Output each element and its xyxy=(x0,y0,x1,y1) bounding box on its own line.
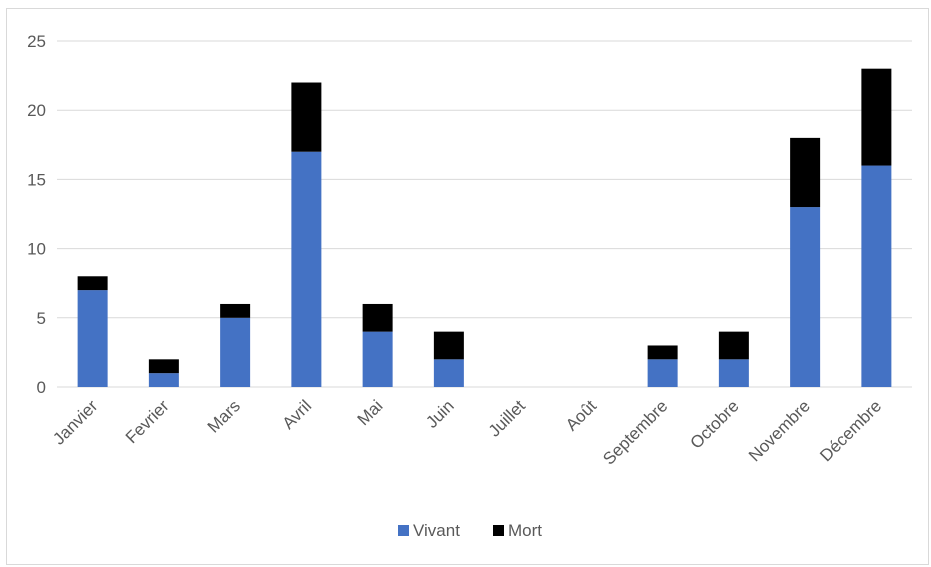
legend-swatch-vivant xyxy=(398,525,409,536)
x-category-label: Décembre xyxy=(816,396,885,465)
y-tick-label: 10 xyxy=(27,240,46,259)
bar-mort-juin xyxy=(434,332,464,360)
x-category-label: Mai xyxy=(354,396,387,429)
y-tick-label: 20 xyxy=(27,101,46,120)
bar-mort-novembre xyxy=(790,138,820,207)
x-category-label: Fevrier xyxy=(122,396,173,447)
bar-vivant-décembre xyxy=(861,166,891,387)
legend-swatch-mort xyxy=(493,525,504,536)
bar-vivant-novembre xyxy=(790,207,820,387)
y-tick-label: 25 xyxy=(27,32,46,51)
x-category-label: Novembre xyxy=(745,396,814,465)
bar-vivant-fevrier xyxy=(149,373,179,387)
bar-vivant-octobre xyxy=(719,359,749,387)
x-category-label: Mars xyxy=(204,396,244,436)
bar-mort-mars xyxy=(220,304,250,318)
x-category-label: Août xyxy=(562,396,600,434)
bar-vivant-mai xyxy=(363,332,393,387)
x-category-label: Juillet xyxy=(485,396,529,440)
bar-mort-janvier xyxy=(78,276,108,290)
x-category-label: Octobre xyxy=(686,396,742,452)
y-tick-label: 0 xyxy=(37,378,46,397)
bar-vivant-septembre xyxy=(648,359,678,387)
bar-vivant-janvier xyxy=(78,290,108,387)
y-tick-label: 5 xyxy=(37,309,46,328)
x-category-label: Janvier xyxy=(49,396,101,448)
bar-mort-mai xyxy=(363,304,393,332)
legend-label-mort: Mort xyxy=(508,521,542,540)
x-category-label: Avril xyxy=(279,396,316,433)
x-category-label: Septembre xyxy=(599,396,671,468)
bar-vivant-juin xyxy=(434,359,464,387)
bar-vivant-mars xyxy=(220,318,250,387)
bar-mort-avril xyxy=(291,83,321,152)
bar-mort-décembre xyxy=(861,69,891,166)
legend-label-vivant: Vivant xyxy=(413,521,460,540)
bar-vivant-avril xyxy=(291,152,321,387)
bar-mort-octobre xyxy=(719,332,749,360)
x-category-label: Juin xyxy=(422,396,457,431)
y-tick-label: 15 xyxy=(27,170,46,189)
bar-mort-fevrier xyxy=(149,359,179,373)
bar-mort-septembre xyxy=(648,345,678,359)
